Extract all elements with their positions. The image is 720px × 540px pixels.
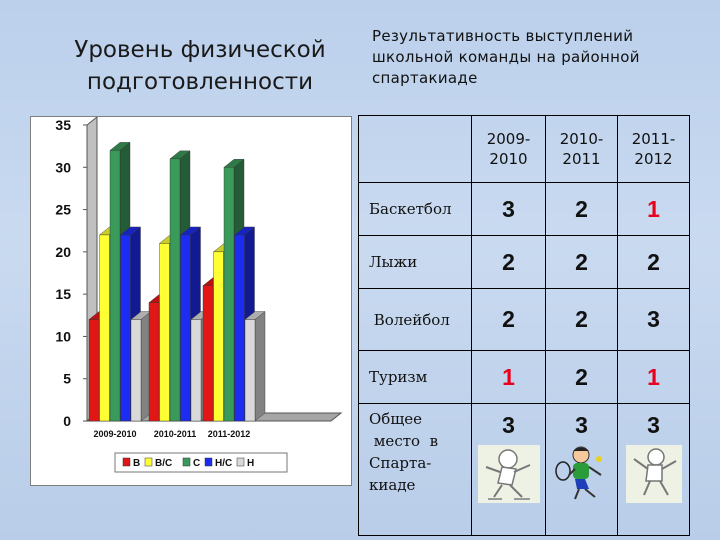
legend-swatch [122, 457, 131, 467]
bar-1-1 [159, 243, 170, 422]
skating-child-icon [477, 445, 540, 503]
overall-cell: 3 [471, 403, 546, 536]
bar-1-3 [180, 234, 191, 422]
result-cell: 2 [545, 288, 618, 351]
overall-label-line: Спарта- [369, 454, 432, 472]
year-header-line: 2010- [559, 130, 604, 148]
year-header-line: 2010 [489, 150, 528, 168]
left-title: Уровень физической подготовленности [40, 34, 360, 98]
result-cell: 2 [545, 350, 618, 404]
jumping-child-icon [625, 445, 682, 503]
legend-swatch [204, 457, 213, 467]
bar-1-4 [190, 319, 202, 422]
chart-area: 0 5 10 15 20 25 30 35 2009-2010 2010-2011 2011-201… [30, 116, 352, 486]
bar-1-0 [148, 302, 160, 422]
result-cell-first-place: 1 [617, 182, 690, 236]
bar-0-3 [120, 234, 131, 422]
bar-2-0 [202, 285, 214, 422]
result-cell: 3 [617, 288, 690, 351]
bar-0-4 [130, 319, 142, 422]
overall-cell: 3 [545, 403, 618, 536]
table-row-overall: Общее место в Спарта- киаде 3 3 [358, 403, 690, 536]
bar-2-1 [213, 251, 224, 422]
sport-name: Лыжи [358, 235, 472, 289]
y-tick-label: 10 [55, 328, 71, 344]
sport-name: Туризм [358, 350, 472, 404]
overall-label-line: киаде [369, 476, 416, 494]
overall-cell: 3 [617, 403, 690, 536]
table-row: Туризм 1 2 1 [358, 350, 690, 404]
year-header: 2009- 2010 [471, 115, 546, 183]
sport-name: Баскетбол [358, 182, 472, 236]
year-header-line: 2011- [631, 130, 676, 148]
y-tick-label: 15 [55, 286, 71, 302]
result-cell: 3 [471, 182, 546, 236]
right-title-line-1: Результативность выступлений [372, 27, 634, 45]
y-tick-label: 25 [55, 202, 71, 218]
bar-0-0 [88, 319, 100, 422]
year-header: 2010- 2011 [545, 115, 618, 183]
bar-0-1 [99, 234, 110, 422]
result-cell: 2 [545, 182, 618, 236]
legend-label: В [133, 458, 140, 469]
results-table: 2009- 2010 2010- 2011 2011- 2012 Баскетб… [358, 115, 690, 536]
bar-side [254, 311, 266, 422]
legend-box [114, 452, 288, 473]
year-header: 2011- 2012 [617, 115, 690, 183]
result-cell: 2 [471, 288, 546, 351]
legend-swatch [144, 457, 153, 467]
table-row: Волейбол 2 2 3 [358, 288, 690, 351]
bar-2-3 [234, 234, 245, 422]
table-corner-cell [358, 115, 472, 183]
legend-swatch [182, 457, 191, 467]
legend-label: Н [247, 458, 254, 469]
y-tick-label: 30 [55, 159, 71, 175]
overall-label: Общее место в Спарта- киаде [358, 403, 472, 536]
legend-swatch [236, 457, 245, 467]
overall-value: 3 [502, 412, 515, 438]
bar-chart: 0 5 10 15 20 25 30 35 2009-2010 2010-2011 2011-201… [55, 117, 343, 473]
result-cell-first-place: 1 [617, 350, 690, 404]
overall-value: 3 [575, 412, 588, 438]
right-title-line-2: школьной команды на районной [372, 48, 640, 66]
left-title-line-1: Уровень физической [74, 37, 326, 63]
table-row: Лыжи 2 2 2 [358, 235, 690, 289]
overall-value: 3 [647, 412, 660, 438]
bar-2-2 [223, 167, 235, 422]
y-tick-label: 35 [55, 117, 71, 133]
legend-label: С [193, 458, 200, 469]
x-tick-label: 2009-2010 [93, 429, 136, 439]
table-header-row: 2009- 2010 2010- 2011 2011- 2012 [358, 115, 690, 183]
y-tick-label: 20 [55, 244, 71, 260]
table-row: Баскетбол 3 2 1 [358, 182, 690, 236]
year-header-line: 2009- [486, 130, 531, 148]
bar-2-4 [244, 319, 256, 422]
y-tick-label: 0 [63, 413, 71, 429]
right-title: Результативность выступлений школьной ко… [372, 26, 702, 89]
y-tick-label: 5 [63, 371, 71, 387]
x-tick-label: 2011-2012 [208, 429, 251, 439]
tennis-player-icon [554, 446, 602, 500]
year-header-line: 2012 [634, 150, 673, 168]
right-title-line-3: спартакиаде [372, 69, 478, 87]
x-tick-label: 2010-2011 [154, 429, 197, 439]
year-header-line: 2011 [562, 150, 601, 168]
result-cell: 2 [617, 235, 690, 289]
sport-name: Волейбол [358, 288, 472, 351]
left-title-line-2: подготовленности [86, 69, 314, 95]
result-cell: 2 [471, 235, 546, 289]
overall-label-line: Общее [369, 410, 423, 428]
bar-0-2 [109, 150, 121, 422]
overall-label-line: место в [369, 432, 439, 450]
result-cell-first-place: 1 [471, 350, 546, 404]
legend-label: Н/С [215, 458, 232, 469]
bar-1-2 [169, 158, 181, 422]
legend-label: В/С [155, 458, 172, 469]
result-cell: 2 [545, 235, 618, 289]
